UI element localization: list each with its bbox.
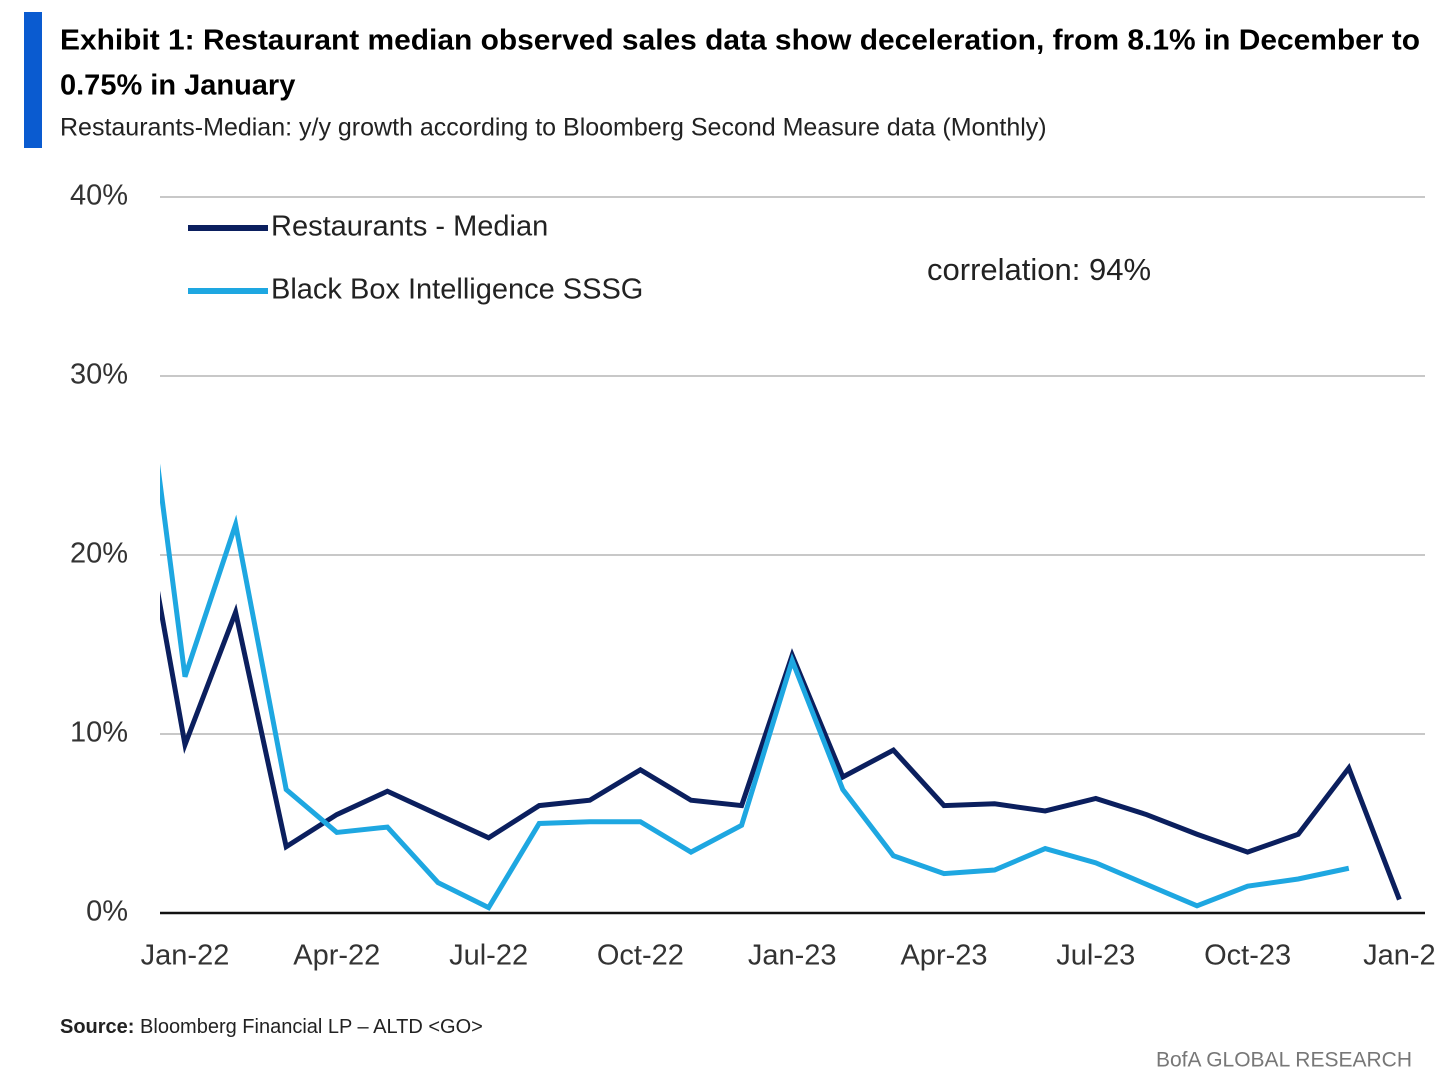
legend-label: Restaurants - Median (271, 211, 548, 243)
chart-subtitle: Restaurants-Median: y/y growth according… (60, 114, 1047, 142)
accent-bar (24, 12, 42, 148)
x-tick-label: Oct-23 (1204, 940, 1291, 972)
chart-title: 0.75% in January (60, 70, 295, 102)
x-tick-label: Jan-22 (141, 940, 230, 972)
x-tick-label: Apr-23 (900, 940, 987, 972)
x-tick-label: Jul-23 (1056, 940, 1135, 972)
y-tick-label: 20% (70, 538, 128, 570)
x-tick-label: Oct-22 (597, 940, 684, 972)
x-tick-label: Jan-2 (1363, 940, 1436, 972)
source-text: Bloomberg Financial LP – ALTD <GO> (140, 1016, 483, 1038)
x-tick-label: Jan-23 (748, 940, 837, 972)
y-tick-label: 40% (70, 180, 128, 212)
x-tick-label: Jul-22 (449, 940, 528, 972)
plot-area (160, 463, 1402, 911)
chart-title: Exhibit 1: Restaurant median observed sa… (60, 25, 1420, 57)
source: Source: Bloomberg Financial LP – ALTD <G… (60, 1016, 483, 1038)
annotation: correlation: 94% (927, 252, 1151, 287)
grid (160, 196, 1425, 915)
x-tick-label: Apr-22 (293, 940, 380, 972)
y-tick-label: 30% (70, 359, 128, 391)
footer: BofA GLOBAL RESEARCH (1156, 1049, 1412, 1072)
y-tick-label: 10% (70, 717, 128, 749)
legend-label: Black Box Intelligence SSSG (271, 274, 643, 306)
y-tick-label: 0% (86, 896, 128, 928)
series-line (160, 590, 1402, 901)
source-label: Source: (60, 1016, 134, 1038)
series-line (160, 463, 1350, 911)
